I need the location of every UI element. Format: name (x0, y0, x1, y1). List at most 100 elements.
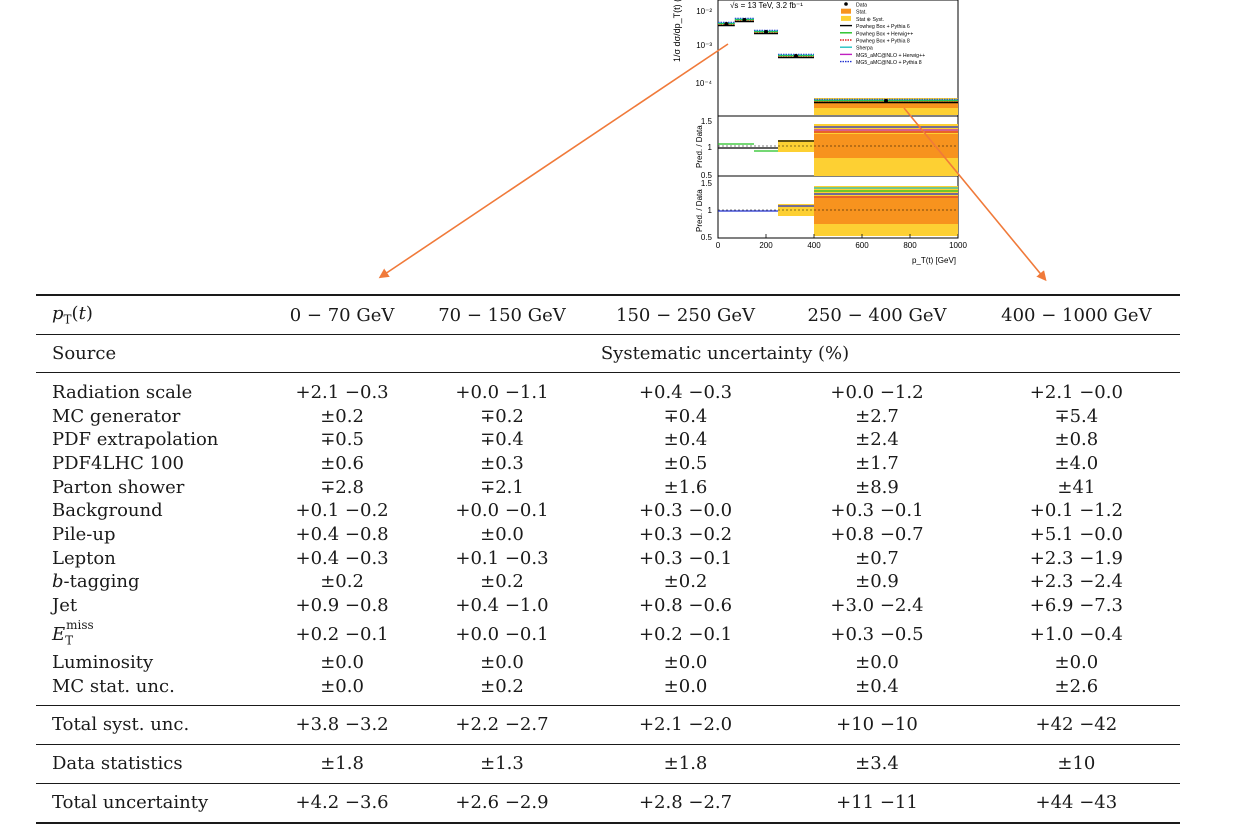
row-value: +0.1 −0.3 (455, 547, 549, 569)
summary-source: Total uncertainty (52, 792, 209, 814)
row-value: ±0.5 (663, 452, 708, 474)
row-value: +0.2 −0.1 (638, 623, 733, 645)
row-value: +0.4 −0.3 (295, 547, 389, 569)
ratio-2-y-tick: 0.5 (701, 233, 713, 242)
row-value: +0.2 −0.1 (295, 623, 389, 645)
row-value: ±0.0 (320, 652, 364, 674)
row-value: ∓2.1 (480, 476, 524, 498)
table-row: ETmiss +0.2 −0.1 +0.0 −0.1 +0.2 −0.1 +0.3 −0… (36, 618, 1180, 652)
data-point (764, 30, 768, 34)
row-value: +0.1 −1.2 (1029, 500, 1123, 522)
row-value: +0.0 −1.1 (455, 381, 549, 403)
header-variable: pT(t) (52, 303, 93, 327)
header-bin-3: 150 − 250 GeV (616, 304, 756, 326)
row-source: MC stat. unc. (52, 676, 175, 697)
main-y-tick: 10⁻² (696, 7, 712, 16)
summary-source: Total syst. unc. (52, 714, 190, 736)
main-y-tick: 10⁻³ (696, 41, 712, 50)
cross-section-plot: 1/σ dσ/dp_T(t) ( 10⁻² 10⁻³ 10⁻⁴ √s = 13 … (640, 0, 980, 268)
row-value: ±0.2 (480, 676, 524, 697)
row-value: ±1.6 (663, 476, 708, 498)
row-value: +0.4 −0.8 (295, 523, 389, 545)
ratio-panel-1 (718, 124, 958, 176)
systematics-table: pT(t) 0 − 70 GeV 70 − 150 GeV 150 − 250 … (36, 294, 1180, 824)
row-source: ETmiss (52, 617, 94, 648)
summary-value: +4.2 −3.6 (295, 792, 389, 814)
summary-value: +2.2 −2.7 (455, 714, 549, 736)
table-row: Parton shower ∓2.8 ∓2.1 ±1.6 ±8.9 ±41 (36, 476, 1180, 500)
energy-label: √s = 13 TeV, 3.2 fb⁻¹ (730, 1, 803, 10)
table-row: Luminosity ±0.0 ±0.0 ±0.0 ±0.0 ±0.0 (36, 651, 1180, 675)
ratio-1-y-label: Pred. / Data (695, 125, 704, 168)
row-value: +0.4 −0.3 (638, 381, 733, 403)
row-value: ∓5.4 (1054, 405, 1099, 427)
x-tick-label: 800 (903, 241, 917, 250)
x-axis-ticks: 0 200 400 600 800 1000 (716, 234, 967, 250)
data-point (884, 99, 888, 103)
row-value: +5.1 −0.0 (1029, 523, 1123, 545)
row-value: ±0.4 (855, 676, 899, 697)
legend-label: Powheg Box + Herwig++ (856, 31, 913, 37)
row-value: ±2.4 (855, 429, 899, 451)
legend-label: Powheg Box + Pythia 6 (856, 24, 910, 30)
data-point (724, 22, 729, 26)
row-value: ±41 (1057, 476, 1096, 498)
row-value: ±0.4 (663, 429, 708, 451)
annotation-arrows (378, 43, 1047, 282)
x-tick-label: 600 (855, 241, 869, 250)
row-value: ±1.7 (855, 452, 899, 474)
ratio-2-y-label: Pred. / Data (695, 189, 704, 232)
row-value: +0.3 −0.0 (638, 500, 733, 522)
summary-source: Data statistics (52, 753, 183, 775)
row-value: ±0.0 (480, 652, 524, 674)
summary-row: Total uncertainty +4.2 −3.6 +2.6 −2.9 +2.8 … (36, 783, 1180, 823)
table-row: Lepton +0.4 −0.3 +0.1 −0.3 +0.3 −0.1 ±0.7 +2.… (36, 547, 1180, 571)
data-point (794, 54, 798, 58)
legend-marker (841, 8, 851, 14)
summary-value: ±1.8 (320, 753, 364, 775)
row-value: ±0.6 (320, 452, 364, 474)
row-value: +2.3 −1.9 (1029, 547, 1123, 569)
row-source: PDF extrapolation (52, 429, 219, 451)
summary-value: +10 −10 (836, 714, 918, 736)
row-source: MC generator (52, 405, 181, 427)
row-source: b-tagging (52, 571, 140, 593)
legend-marker (844, 2, 848, 6)
table-row: Pile-up +0.4 −0.8 ±0.0 +0.3 −0.2 +0.8 −0.7 +5… (36, 523, 1180, 547)
row-value: ±0.0 (1054, 652, 1099, 674)
ratio-1-y-tick: 1.5 (701, 117, 713, 126)
table-row: PDF4LHC 100 ±0.6 ±0.3 ±0.5 ±1.7 ±4.0 (36, 452, 1180, 476)
x-axis-label: p_T(t) [GeV] (912, 256, 956, 265)
row-value: ±0.0 (663, 652, 708, 674)
summary-value: +2.6 −2.9 (455, 792, 549, 814)
summary-value: ±1.8 (663, 753, 708, 775)
legend-marker (841, 15, 851, 21)
x-tick-label: 400 (807, 241, 821, 250)
table-row: Radiation scale +2.1 −0.3 +0.0 −1.1 +0.4 −0… (36, 372, 1180, 405)
row-value: ±8.9 (855, 476, 899, 498)
row-value: +0.8 −0.7 (830, 523, 924, 545)
row-value: +0.0 −1.2 (830, 381, 924, 403)
ratio-2-y-tick: 1 (708, 206, 713, 215)
row-source: PDF4LHC 100 (52, 452, 184, 474)
table-row: MC generator ±0.2 ∓0.2 ∓0.4 ±2.7 ∓5.4 (36, 405, 1180, 429)
summary-value: ±10 (1057, 753, 1096, 775)
row-source: Lepton (52, 547, 116, 569)
row-value: ±0.0 (320, 676, 364, 697)
ratio-1-y-tick: 1 (708, 143, 713, 152)
row-value: +0.3 −0.5 (830, 623, 924, 645)
row-value: +0.3 −0.1 (638, 547, 733, 569)
row-source: Background (52, 500, 163, 522)
header-bin-1: 0 − 70 GeV (289, 304, 395, 326)
table-row: Background +0.1 −0.2 +0.0 −0.1 +0.3 −0.0 +0.… (36, 499, 1180, 523)
row-value: ∓0.4 (480, 429, 524, 451)
row-source: Radiation scale (52, 381, 193, 403)
header-bin-4: 250 − 400 GeV (807, 304, 947, 326)
summary-value: +42 −42 (1035, 714, 1118, 736)
subheader-systematic: Systematic uncertainty (%) (600, 343, 850, 364)
plot-canvas: 1/σ dσ/dp_T(t) ( 10⁻² 10⁻³ 10⁻⁴ √s = 13 … (672, 0, 967, 265)
header-bin-2: 70 − 150 GeV (438, 304, 566, 326)
row-value: +2.1 −0.0 (1029, 381, 1123, 403)
row-source: Luminosity (52, 652, 154, 674)
row-value: +0.9 −0.8 (295, 595, 389, 617)
